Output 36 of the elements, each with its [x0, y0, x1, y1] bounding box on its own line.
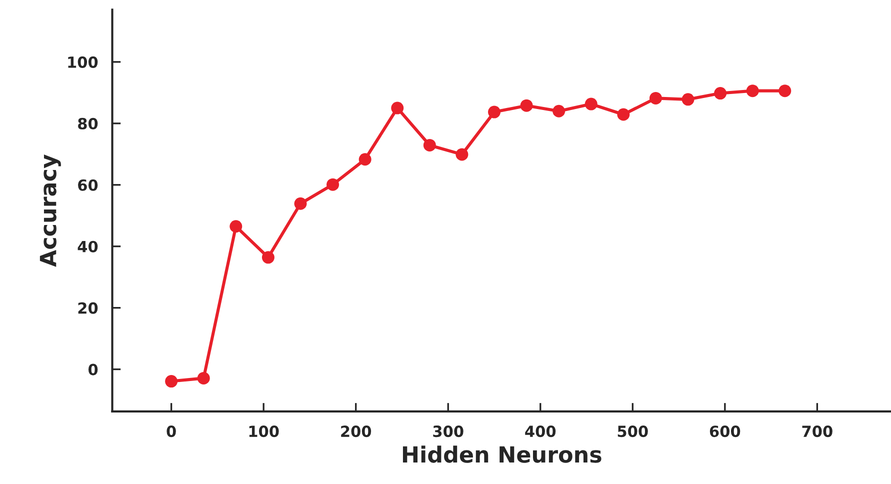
point [358, 153, 372, 166]
x-tick-label: 500 [618, 426, 648, 438]
point [682, 93, 694, 106]
x-tick-label: 0 [166, 426, 176, 438]
y-axis-title: Accuracy [40, 154, 61, 267]
point [584, 98, 598, 110]
x-tick-label: 300 [433, 426, 464, 438]
y-tick-label: 20 [78, 302, 98, 314]
point [230, 220, 242, 233]
x-tick-label: 400 [525, 426, 556, 438]
x-axis-title: Hidden Neurons [402, 446, 602, 463]
y-tick-label: 60 [78, 179, 98, 191]
point [262, 251, 274, 264]
point [649, 92, 662, 104]
point [197, 372, 210, 384]
point [294, 197, 307, 210]
point [617, 108, 630, 121]
x-tick-label: 200 [341, 426, 372, 438]
y-tick-label: 80 [78, 118, 98, 130]
y-tick-label: 40 [78, 240, 98, 252]
x-tick-label: 100 [249, 426, 279, 438]
point [326, 178, 340, 191]
x-tick-label: 600 [710, 426, 740, 438]
point [552, 104, 566, 118]
point [520, 99, 533, 112]
point [488, 106, 500, 118]
point [456, 148, 468, 161]
point [778, 84, 792, 98]
y-tick-label: 0 [88, 364, 98, 376]
point [165, 375, 178, 388]
x-tick-label: 700 [802, 426, 832, 438]
y-tick-label: 100 [68, 56, 98, 68]
point [391, 102, 404, 114]
point [714, 87, 727, 100]
point [423, 138, 436, 152]
point [746, 84, 759, 98]
